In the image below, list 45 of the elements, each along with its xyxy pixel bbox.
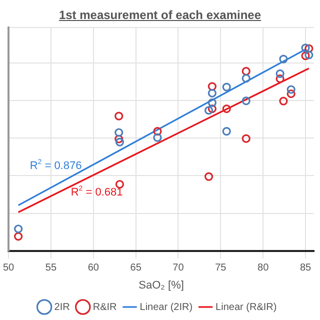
- point: [242, 96, 250, 106]
- legend-label: Linear (R&IR): [216, 302, 277, 313]
- point: [208, 88, 216, 98]
- point: [208, 82, 216, 91]
- x-tick-label: 60: [88, 262, 100, 274]
- legend-label: 2IR: [54, 302, 70, 313]
- x-tick-label: 75: [215, 262, 227, 274]
- chart-title: 1st measurement of each examinee: [58, 8, 262, 22]
- point: [114, 134, 124, 144]
- point: [242, 74, 250, 83]
- point: [279, 96, 288, 106]
- point: [204, 172, 214, 181]
- point: [276, 74, 284, 84]
- legend-label: Linear (2IR): [140, 302, 193, 313]
- x-tick-label: 55: [45, 262, 57, 274]
- point: [114, 128, 124, 137]
- x-tick-label: 70: [172, 262, 184, 274]
- point: [286, 89, 296, 98]
- point: [304, 44, 314, 53]
- point: [115, 138, 124, 146]
- point: [276, 69, 284, 78]
- legend-label: R&IR: [92, 302, 117, 313]
- point: [14, 224, 23, 234]
- point: [208, 98, 216, 107]
- x-tick-label: 50: [3, 262, 15, 274]
- point: [301, 44, 310, 52]
- point: [242, 134, 250, 143]
- point: [242, 66, 250, 76]
- point: [222, 126, 231, 136]
- point: [286, 85, 296, 94]
- x-tick-label: 85: [300, 262, 312, 274]
- x-tick-label: 80: [258, 262, 270, 274]
- x-axis-title: SaO₂ [%]: [138, 279, 184, 292]
- point: [222, 104, 231, 114]
- point: [14, 232, 23, 241]
- point: [208, 104, 216, 114]
- point: [279, 54, 288, 64]
- point: [153, 126, 162, 136]
- point: [222, 82, 231, 92]
- point: [301, 52, 310, 60]
- x-tick-label: 65: [130, 262, 142, 274]
- point: [304, 50, 314, 60]
- point: [153, 133, 162, 142]
- point: [204, 106, 214, 115]
- point: [114, 112, 124, 120]
